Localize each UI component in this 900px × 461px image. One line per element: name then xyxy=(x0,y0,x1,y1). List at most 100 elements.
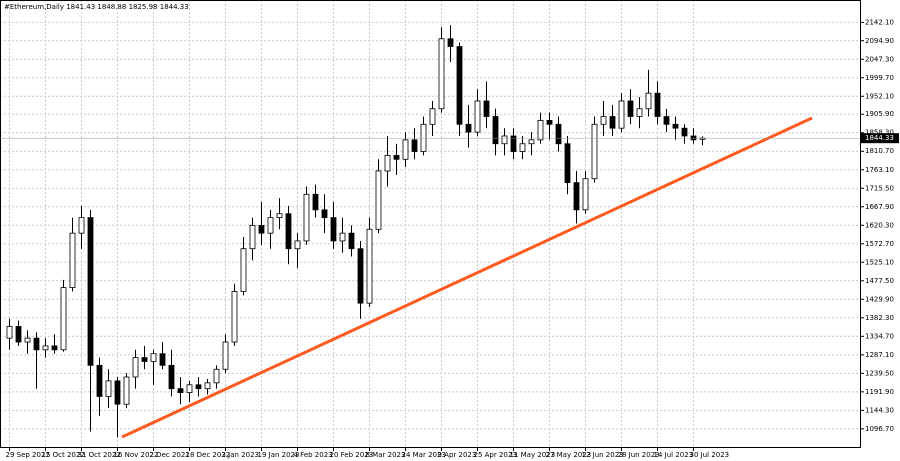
candle-body xyxy=(465,123,472,133)
candle-body xyxy=(474,100,481,133)
candle-body xyxy=(384,155,391,172)
candle-body xyxy=(6,326,13,339)
x-tick-label: 29 Sep 2022 xyxy=(6,451,50,459)
candle-body xyxy=(321,209,328,219)
y-tick-label: 1572.70 xyxy=(865,240,894,248)
candle-body xyxy=(150,353,157,362)
last-price-label: 1844.33 xyxy=(865,134,894,142)
chart-title: #Ethereum,Daily 1841.43 1848.88 1825.98 … xyxy=(4,3,189,11)
candle-body xyxy=(402,139,409,160)
y-tick-label: 1858.30 xyxy=(865,129,894,137)
candle-body xyxy=(357,248,364,304)
candle-body xyxy=(258,224,265,234)
candle-body xyxy=(168,364,175,390)
x-tick-label: 20 Feb 2023 xyxy=(330,451,374,459)
y-tick-label: 1477.50 xyxy=(865,277,894,285)
candle-body xyxy=(375,170,382,230)
candle-body xyxy=(186,384,193,393)
x-tick-label: 3 Jan 2023 xyxy=(222,451,260,459)
y-tick-label: 1905.90 xyxy=(865,110,894,118)
y-tick-label: 1191.90 xyxy=(865,388,894,396)
candle-body xyxy=(609,116,616,129)
y-tick-label: 1715.50 xyxy=(865,184,894,192)
y-tick-label: 1810.70 xyxy=(865,147,894,155)
x-tick-label: 2 Dec 2022 xyxy=(150,451,190,459)
trend-line xyxy=(121,116,813,439)
candle-body xyxy=(303,193,310,242)
candle-body xyxy=(672,123,679,129)
candle-body xyxy=(141,357,148,362)
plot-frame xyxy=(0,0,861,448)
candle-body xyxy=(96,364,103,397)
candle-body xyxy=(492,116,499,145)
candle-body xyxy=(42,345,49,351)
candle-body xyxy=(69,232,76,288)
candle-body xyxy=(276,213,283,219)
y-tick-label: 1999.70 xyxy=(865,74,894,82)
x-tick-label: 30 Jul 2023 xyxy=(690,451,730,459)
x-tick-label: 24 Mar 2023 xyxy=(402,451,446,459)
candle-body xyxy=(33,337,40,351)
x-tick-label: 4 Feb 2023 xyxy=(294,451,333,459)
y-tick-label: 1382.30 xyxy=(865,314,894,322)
candle-body xyxy=(177,388,184,393)
candle-body xyxy=(564,143,571,184)
candle-body xyxy=(312,193,319,211)
x-tick-label: 25 Apr 2023 xyxy=(474,451,517,459)
candle-body xyxy=(159,353,166,366)
candle-body xyxy=(267,217,274,234)
candle-body xyxy=(222,341,229,370)
candle-body xyxy=(663,116,670,125)
candle-body xyxy=(690,135,697,141)
candle-body xyxy=(654,92,661,117)
y-tick-label: 1144.30 xyxy=(865,406,894,414)
candle-body xyxy=(681,127,688,137)
y-tick-label: 1525.10 xyxy=(865,258,894,266)
candle-body xyxy=(132,357,139,378)
candle-body xyxy=(105,380,112,397)
y-tick-label: 1287.10 xyxy=(865,351,894,359)
candle-body xyxy=(123,376,130,405)
y-tick-label: 1952.10 xyxy=(865,92,894,100)
candle-body xyxy=(114,380,121,405)
candle-body xyxy=(339,232,346,242)
candle-body xyxy=(528,139,535,145)
candle-body xyxy=(456,46,463,125)
candle-body xyxy=(510,135,517,152)
candle-body xyxy=(546,120,553,125)
candle-body xyxy=(366,228,373,304)
x-tick-label: 16 Nov 2022 xyxy=(114,451,159,459)
candle-body xyxy=(195,384,202,390)
candle-body xyxy=(204,382,211,390)
candle-body xyxy=(231,291,238,343)
candle-body xyxy=(411,139,418,152)
candle-body xyxy=(420,123,427,152)
candle-body xyxy=(213,368,220,384)
candle-body xyxy=(24,337,31,343)
x-tick-label: 12 Jun 2023 xyxy=(582,451,624,459)
candle-body xyxy=(555,123,562,145)
y-tick-label: 1239.50 xyxy=(865,369,894,377)
x-tick-label: 19 Jan 2023 xyxy=(258,451,300,459)
last-price-box xyxy=(861,133,899,144)
x-tick-label: 9 Apr 2023 xyxy=(438,451,477,459)
x-tick-label: 15 Oct 2022 xyxy=(42,451,85,459)
candle-body xyxy=(51,345,58,351)
x-tick-label: 27 May 2023 xyxy=(546,451,592,459)
x-tick-label: 18 Dec 2022 xyxy=(186,451,231,459)
candle-body xyxy=(330,217,337,242)
candle-body xyxy=(537,120,544,141)
candle-body xyxy=(618,100,625,129)
y-tick-label: 2094.90 xyxy=(865,37,894,45)
y-tick-label: 1620.30 xyxy=(865,221,894,229)
candle-body xyxy=(438,38,445,110)
candle-body xyxy=(393,155,400,160)
candle-body xyxy=(519,143,526,152)
candle-body xyxy=(249,224,256,250)
candle-body xyxy=(294,240,301,250)
candle-body xyxy=(15,326,22,343)
candle-body xyxy=(573,182,580,211)
candle-body xyxy=(429,108,436,125)
candle-body xyxy=(240,248,247,292)
